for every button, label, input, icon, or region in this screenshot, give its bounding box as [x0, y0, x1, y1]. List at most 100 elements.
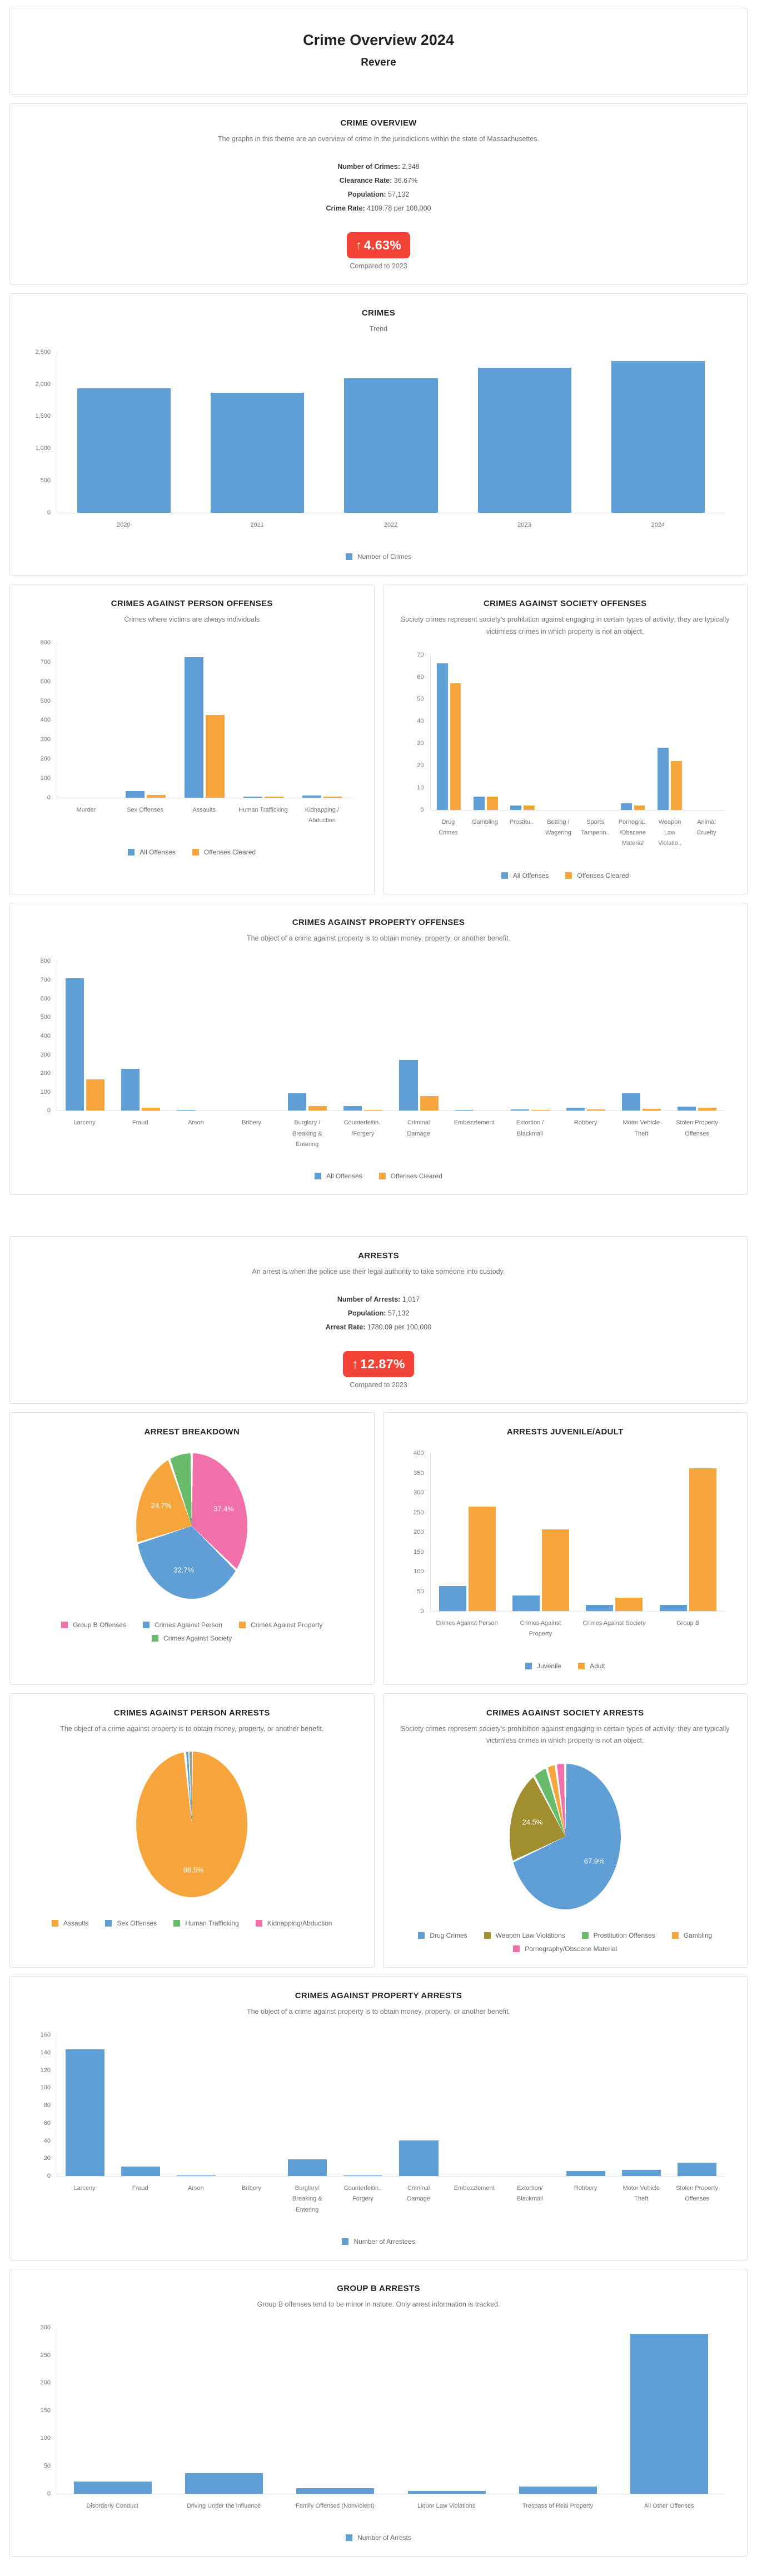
legend-item-number-of-crimes[interactable]: Number of Crimes [345, 553, 411, 561]
bar-all-offenses[interactable] [243, 797, 262, 798]
bar-number-of-arrestees[interactable] [399, 2140, 439, 2177]
bar-number-of-arrestees[interactable] [677, 2163, 716, 2177]
legend-item-offenses-cleared[interactable]: Offenses Cleared [378, 1172, 442, 1180]
legend-item-assaults[interactable]: Assaults [52, 1919, 88, 1927]
legend-item-crimes-against-property[interactable]: Crimes Against Property [239, 1621, 322, 1629]
bar-offenses-cleared[interactable] [586, 1109, 605, 1111]
bar-all-offenses[interactable] [657, 747, 669, 810]
bar-all-offenses[interactable] [677, 1106, 696, 1111]
bar-number-of-arrests[interactable] [296, 2488, 375, 2494]
bar-all-offenses[interactable] [399, 1059, 418, 1111]
bar-number-of-arrestees[interactable] [566, 2170, 605, 2177]
bar-all-offenses[interactable] [566, 1108, 585, 1111]
bar-offenses-cleared[interactable] [642, 1109, 661, 1111]
bar-number-of-crimes[interactable] [611, 361, 705, 513]
bar-number-of-arrestees[interactable] [288, 2159, 327, 2177]
bar-all-offenses[interactable] [125, 791, 145, 798]
bar-juvenile[interactable] [586, 1604, 614, 1611]
bar-offenses-cleared[interactable] [450, 683, 461, 810]
legend-item-crimes-against-society[interactable]: Crimes Against Society [152, 1634, 232, 1642]
bar-offenses-cleared[interactable] [634, 805, 645, 810]
legend-item-crimes-against-person[interactable]: Crimes Against Person [142, 1621, 222, 1629]
legend-item-weapon-law-violations[interactable]: Weapon Law Violations [484, 1932, 565, 1939]
bar-offenses-cleared[interactable] [670, 761, 682, 810]
legend-item-number-of-arrestees[interactable]: Number of Arrestees [342, 2238, 415, 2245]
legend-item-number-of-arrests[interactable]: Number of Arrests [346, 2534, 411, 2542]
bar-offenses-cleared[interactable] [523, 805, 535, 810]
bar-all-offenses[interactable] [177, 1109, 196, 1111]
legend-item-group-b-offenses[interactable]: Group B Offenses [61, 1621, 126, 1629]
bar-offenses-cleared[interactable] [364, 1109, 383, 1111]
bar-adult[interactable] [689, 1468, 716, 1611]
legend-item-adult[interactable]: Adult [578, 1662, 605, 1670]
bar-number-of-arrests[interactable] [185, 2473, 263, 2494]
pie[interactable]: 67.9% 24.5% [509, 1764, 621, 1910]
bar-group [467, 655, 504, 810]
bar-all-offenses[interactable] [66, 978, 84, 1111]
bar-offenses-cleared[interactable] [142, 1108, 161, 1111]
bar-number-of-arrests[interactable] [74, 2481, 152, 2494]
bar-all-offenses[interactable] [455, 1109, 474, 1111]
legend-item-gambling[interactable]: Gambling [671, 1932, 712, 1939]
bar-offenses-cleared[interactable] [264, 797, 283, 798]
bar-juvenile[interactable] [512, 1595, 540, 1611]
bar-all-offenses[interactable] [621, 1093, 640, 1111]
bar-number-of-arrestees[interactable] [66, 2049, 105, 2177]
legend-item-prostitution-offenses[interactable]: Prostitution Offenses [581, 1932, 655, 1939]
legend-item-offenses-cleared[interactable]: Offenses Cleared [565, 872, 629, 879]
bar-juvenile[interactable] [439, 1586, 466, 1611]
bar-number-of-arrests[interactable] [519, 2486, 597, 2494]
bar-number-of-crimes[interactable] [211, 393, 305, 513]
bars [57, 352, 725, 513]
property-offenses-chart: 0 100 200 300 400 500 600 700 800 Larceny Fraud Ars… [20, 958, 737, 1180]
legend-item-juvenile[interactable]: Juvenile [525, 1662, 561, 1670]
chart-legend: Number of Crimes [20, 553, 737, 561]
bar-number-of-arrestees[interactable] [621, 2169, 661, 2177]
chart-title: CRIMES AGAINST PERSON OFFENSES [111, 599, 273, 608]
bar-number-of-crimes[interactable] [344, 378, 438, 513]
bar-number-of-arrests[interactable] [630, 2333, 708, 2494]
legend-item-pornography-obscene-material[interactable]: Pornography/Obscene Material [513, 1945, 617, 1953]
bar-offenses-cleared[interactable] [698, 1107, 716, 1111]
bar-adult[interactable] [542, 1529, 570, 1611]
bar-offenses-cleared[interactable] [486, 796, 498, 810]
bar-all-offenses[interactable] [436, 663, 448, 810]
bar-number-of-crimes[interactable] [477, 368, 571, 513]
bar-all-offenses[interactable] [121, 1069, 140, 1111]
pie[interactable]: 98.5% [136, 1752, 248, 1898]
legend-item-kidnapping-abduction[interactable]: Kidnapping/Abduction [255, 1919, 332, 1927]
pie[interactable]: 37.4% 32.7% 24.7% [136, 1453, 248, 1599]
bar-all-offenses[interactable] [288, 1093, 307, 1111]
bar-offenses-cleared[interactable] [146, 795, 166, 798]
legend-label: Offenses Cleared [203, 848, 256, 857]
bar-all-offenses[interactable] [473, 796, 485, 810]
legend-item-all-offenses[interactable]: All Offenses [501, 872, 549, 879]
bar-all-offenses[interactable] [620, 803, 632, 810]
bar-all-offenses[interactable] [302, 796, 321, 798]
bar-all-offenses[interactable] [343, 1106, 362, 1111]
legend-item-all-offenses[interactable]: All Offenses [128, 848, 176, 856]
bar-number-of-arrestees[interactable] [343, 2175, 383, 2177]
bar-all-offenses[interactable] [510, 1109, 529, 1111]
bar-number-of-crimes[interactable] [77, 388, 171, 513]
bar-all-offenses[interactable] [184, 657, 203, 798]
bar-offenses-cleared[interactable] [86, 1079, 105, 1111]
bars [431, 655, 725, 810]
legend-item-offenses-cleared[interactable]: Offenses Cleared [192, 848, 256, 856]
bar-adult[interactable] [615, 1597, 643, 1611]
bar-all-offenses[interactable] [510, 805, 521, 810]
bar-offenses-cleared[interactable] [531, 1109, 550, 1111]
bar-juvenile[interactable] [659, 1604, 687, 1611]
bar-offenses-cleared[interactable] [205, 715, 225, 798]
bar-adult[interactable] [468, 1506, 496, 1611]
bar-number-of-arrests[interactable] [407, 2490, 486, 2494]
legend-item-human-trafficking[interactable]: Human Trafficking [173, 1919, 239, 1927]
legend-item-sex-offenses[interactable]: Sex Offenses [105, 1919, 157, 1927]
bar-number-of-arrestees[interactable] [177, 2175, 216, 2177]
bar-number-of-arrestees[interactable] [121, 2166, 161, 2177]
bar-offenses-cleared[interactable] [308, 1106, 327, 1111]
bar-offenses-cleared[interactable] [420, 1096, 439, 1111]
legend-item-drug-crimes[interactable]: Drug Crimes [418, 1932, 467, 1939]
bar-offenses-cleared[interactable] [323, 797, 342, 798]
legend-item-all-offenses[interactable]: All Offenses [315, 1172, 362, 1180]
